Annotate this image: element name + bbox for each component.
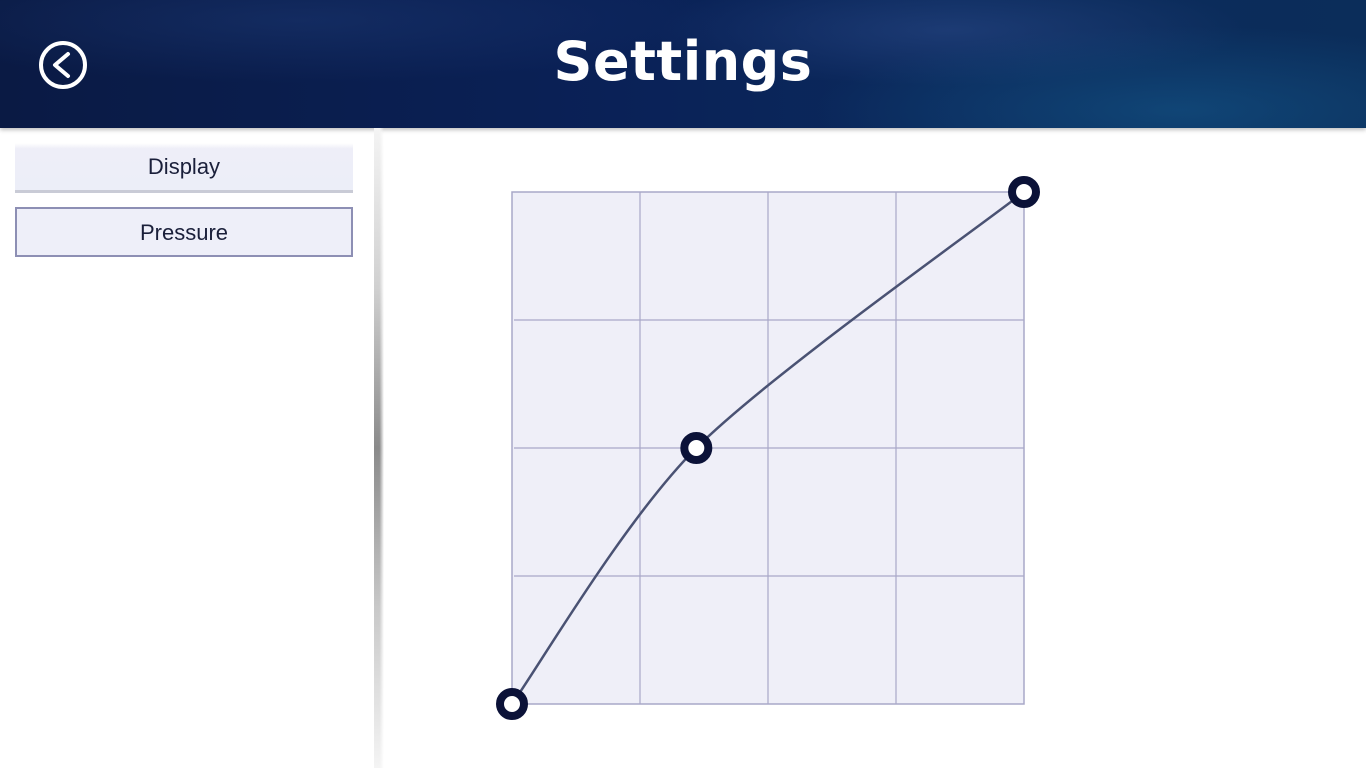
pressure-curve-graph[interactable] — [380, 128, 1366, 768]
back-button[interactable] — [38, 40, 88, 90]
back-arrow-circle-icon — [39, 41, 87, 89]
sidebar-item-display[interactable]: Display — [15, 143, 353, 193]
curve-control-point-0[interactable] — [496, 688, 528, 720]
sidebar-item-pressure[interactable]: Pressure — [15, 207, 353, 257]
header-bar: Settings — [0, 0, 1366, 128]
pressure-curve-editor[interactable] — [380, 128, 1366, 768]
page-title: Settings — [553, 30, 813, 93]
sidebar: Display Pressure — [0, 128, 370, 768]
curve-control-point-1[interactable] — [680, 432, 713, 464]
curve-control-point-2[interactable] — [1008, 176, 1040, 208]
panel-divider — [374, 128, 384, 768]
